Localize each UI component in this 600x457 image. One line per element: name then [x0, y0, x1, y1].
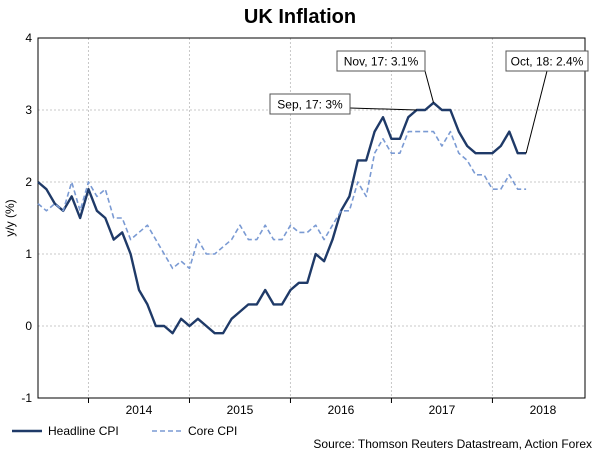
legend-label: Headline CPI [48, 424, 119, 438]
x-tick-label: 2015 [227, 403, 254, 417]
annotation-leader [525, 70, 548, 154]
annotation-leader [424, 70, 435, 103]
annotation-label: Nov, 17: 3.1% [344, 55, 419, 69]
x-tick-label: 2017 [429, 403, 456, 417]
series-line-headline-cpi [37, 101, 527, 335]
x-tick-label: 2018 [530, 403, 557, 417]
y-axis-label: y/y (%) [3, 199, 17, 236]
legend-label: Core CPI [188, 424, 237, 438]
y-tick-label: 4 [25, 31, 32, 45]
x-tick-label: 2014 [126, 403, 153, 417]
x-tick-label: 2016 [328, 403, 355, 417]
y-tick-label: 1 [25, 247, 32, 261]
annotation-label: Oct, 18: 2.4% [511, 55, 584, 69]
y-tick-label: 3 [25, 103, 32, 117]
chart-title: UK Inflation [243, 6, 357, 28]
annotation-box [505, 50, 589, 72]
source-note: Source: Thomson Reuters Datastream, Acti… [313, 437, 592, 451]
y-tick-label: 0 [25, 319, 32, 333]
y-tick-label: -1 [21, 391, 32, 405]
y-tick-label: 2 [25, 175, 32, 189]
annotation-label: Sep, 17: 3% [277, 98, 343, 112]
annotation-leader [349, 107, 417, 111]
annotation-box [269, 93, 351, 115]
annotation-box [336, 50, 426, 72]
plot-frame [37, 37, 586, 399]
series-line-core-cpi [37, 130, 527, 270]
